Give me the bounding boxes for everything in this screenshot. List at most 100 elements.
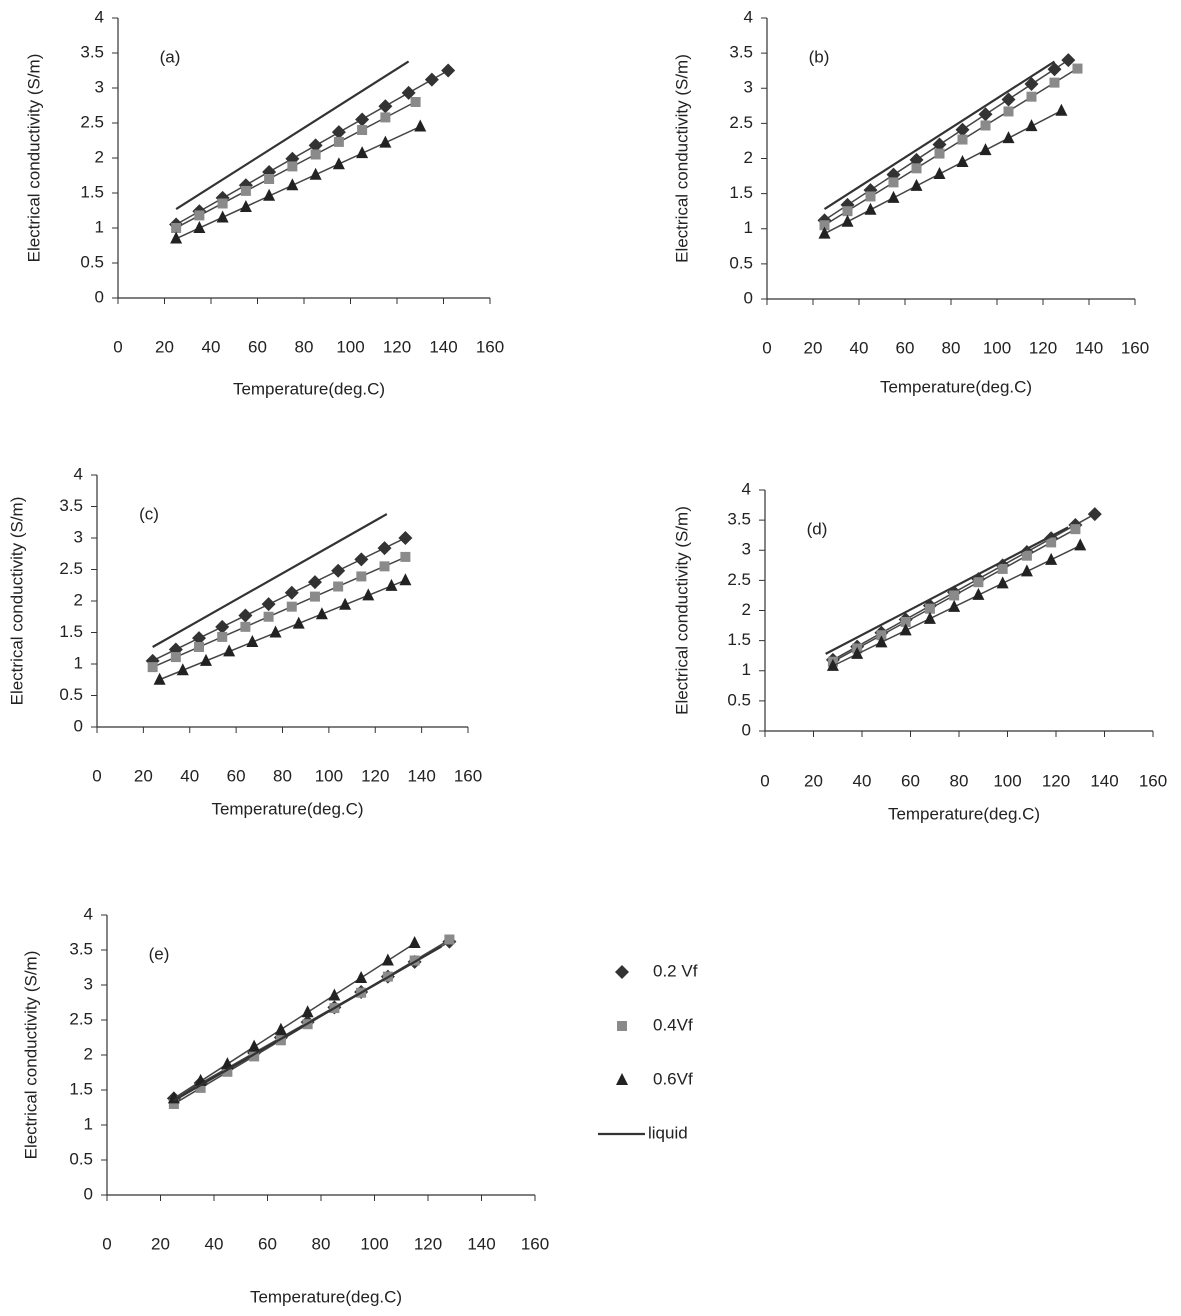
point — [866, 191, 876, 201]
point — [911, 179, 923, 191]
x-tick-label: 120 — [414, 1234, 442, 1253]
y-tick-label: 2.5 — [69, 1009, 93, 1028]
point — [957, 155, 969, 167]
x-tick-label: 0 — [92, 766, 101, 785]
point — [1050, 78, 1060, 88]
point — [444, 935, 454, 945]
point — [1070, 524, 1080, 534]
point — [215, 620, 229, 634]
y-tick-label: 0 — [744, 288, 753, 307]
point — [331, 564, 345, 578]
x-tick-label: 160 — [521, 1234, 549, 1253]
point — [981, 120, 991, 130]
point — [264, 174, 274, 184]
x-tick-label: 140 — [429, 337, 457, 356]
panel-label: (a) — [160, 47, 181, 66]
y-tick-label: 2.5 — [80, 112, 104, 131]
trendline — [825, 111, 1062, 234]
point — [924, 612, 936, 624]
x-tick-label: 60 — [896, 338, 915, 357]
y-tick-label: 4 — [74, 464, 83, 483]
y-axis-title: Electrical conductivity (S/m) — [21, 951, 40, 1160]
y-tick-label: 1.5 — [727, 630, 751, 649]
x-tick-label: 100 — [336, 337, 364, 356]
point — [1027, 92, 1037, 102]
point — [357, 125, 367, 135]
x-tick-label: 0 — [760, 771, 769, 790]
point — [248, 1040, 260, 1052]
point — [842, 215, 854, 227]
point — [409, 936, 421, 948]
point — [218, 199, 228, 209]
point — [997, 576, 1009, 588]
legend-label: 0.2 Vf — [653, 961, 698, 980]
point — [238, 608, 252, 622]
point — [1004, 106, 1014, 116]
x-tick-label: 60 — [248, 337, 267, 356]
y-tick-label: 2 — [744, 148, 753, 167]
x-tick-label: 140 — [1075, 338, 1103, 357]
y-tick-label: 4 — [744, 7, 753, 26]
legend-label: 0.6Vf — [653, 1069, 693, 1088]
x-axis-title: Temperature(deg.C) — [211, 799, 363, 818]
legend-label: liquid — [648, 1123, 688, 1142]
x-tick-label: 140 — [1090, 771, 1118, 790]
point — [285, 586, 299, 600]
y-tick-label: 4 — [84, 904, 93, 923]
x-tick-label: 80 — [942, 338, 961, 357]
trendline — [825, 68, 1078, 225]
point — [262, 597, 276, 611]
point — [193, 221, 205, 233]
point — [310, 168, 322, 180]
point — [302, 1005, 314, 1017]
x-tick-label: 20 — [804, 338, 823, 357]
x-tick-label: 160 — [454, 766, 482, 785]
point — [1045, 553, 1057, 565]
y-tick-label: 0 — [84, 1184, 93, 1203]
point — [355, 971, 367, 983]
point — [1074, 538, 1086, 550]
y-tick-label: 1 — [95, 217, 104, 236]
point — [425, 73, 439, 87]
point — [354, 552, 368, 566]
point — [1003, 131, 1015, 143]
point — [1088, 507, 1102, 521]
y-tick-label: 0.5 — [69, 1149, 93, 1168]
x-tick-label: 80 — [312, 1234, 331, 1253]
point — [889, 177, 899, 187]
x-tick-label: 120 — [1042, 771, 1070, 790]
y-tick-label: 0.5 — [80, 252, 104, 271]
y-tick-label: 2 — [84, 1044, 93, 1063]
point — [240, 200, 252, 212]
x-tick-label: 140 — [467, 1234, 495, 1253]
x-tick-label: 40 — [180, 766, 199, 785]
y-axis-title: Electrical conductivity (S/m) — [672, 54, 691, 263]
x-tick-label: 60 — [227, 766, 246, 785]
x-tick-label: 160 — [1121, 338, 1149, 357]
liquid-line — [825, 62, 1055, 210]
y-tick-label: 1 — [84, 1114, 93, 1133]
point — [194, 642, 204, 652]
point — [912, 163, 922, 173]
point — [843, 206, 853, 216]
y-tick-label: 0 — [74, 716, 83, 735]
x-tick-label: 120 — [1029, 338, 1057, 357]
x-axis-title: Temperature(deg.C) — [888, 804, 1040, 823]
x-tick-label: 140 — [407, 766, 435, 785]
point — [328, 989, 340, 1001]
liquid-line — [174, 947, 442, 1101]
x-tick-label: 100 — [360, 1234, 388, 1253]
y-axis-title: Electrical conductivity (S/m) — [7, 497, 26, 706]
point — [333, 582, 343, 592]
point — [378, 541, 392, 555]
point — [333, 157, 345, 169]
y-tick-label: 0 — [95, 287, 104, 306]
x-axis-title: Temperature(deg.C) — [880, 377, 1032, 396]
y-tick-label: 1 — [744, 218, 753, 237]
point — [380, 112, 390, 122]
legend-label: 0.4Vf — [653, 1015, 693, 1034]
y-tick-label: 3.5 — [80, 42, 104, 61]
x-tick-label: 100 — [993, 771, 1021, 790]
x-tick-label: 100 — [983, 338, 1011, 357]
x-tick-label: 20 — [151, 1234, 170, 1253]
